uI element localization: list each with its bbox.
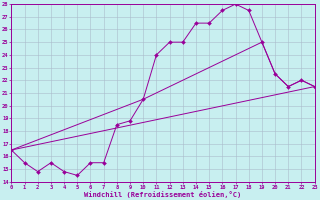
X-axis label: Windchill (Refroidissement éolien,°C): Windchill (Refroidissement éolien,°C) [84,191,242,198]
